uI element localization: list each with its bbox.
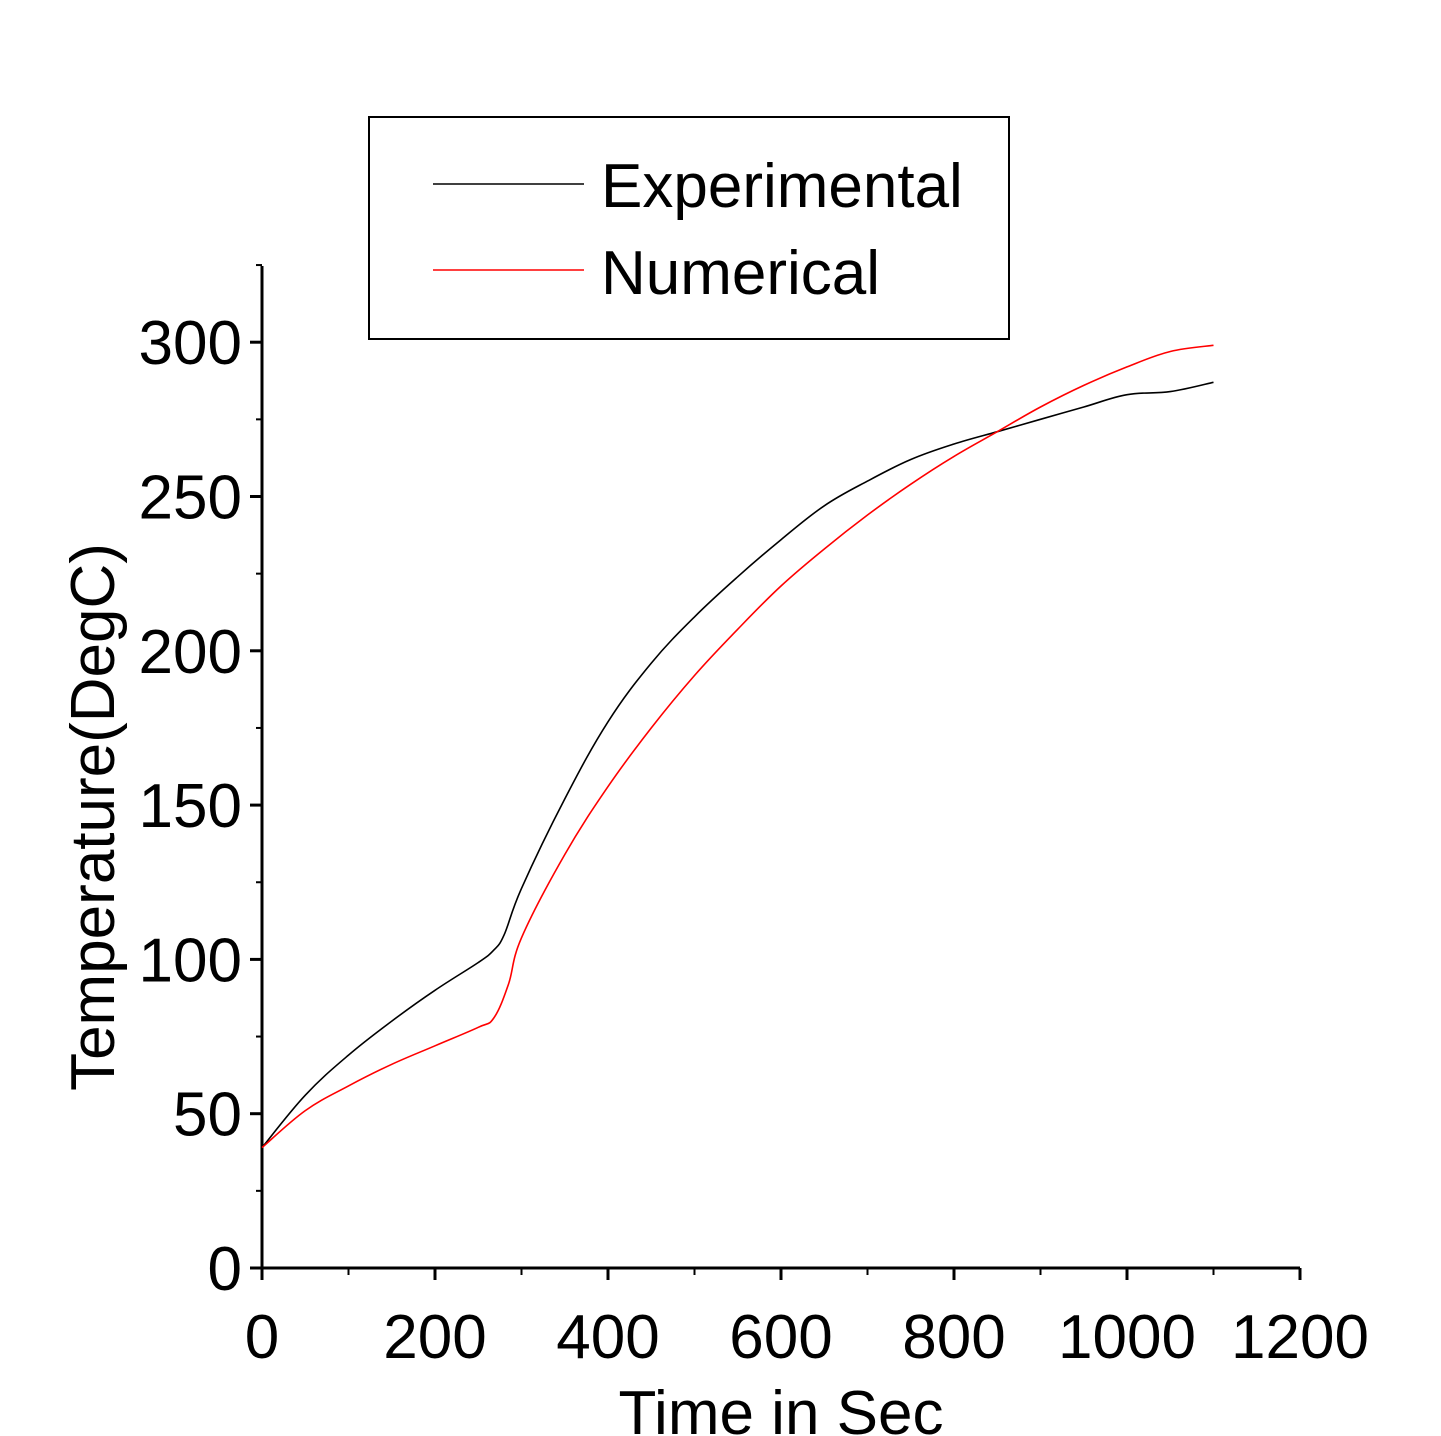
x-tick-label: 200 [383,1303,486,1372]
x-tick-label: 600 [729,1303,832,1372]
y-tick-label: 100 [139,926,242,995]
y-tick-label: 250 [139,464,242,533]
legend-label-experimental: Experimental [601,152,963,221]
x-tick-label: 800 [902,1303,1005,1372]
y-tick-label: 150 [139,772,242,841]
x-tick-label: 0 [245,1303,279,1372]
series-layer [261,344,1214,1149]
y-tick-label: 0 [208,1235,242,1304]
x-tick-label: 1000 [1058,1303,1196,1372]
legend-label-numerical: Numerical [601,239,880,308]
x-axis-title: Time in Sec [618,1379,943,1436]
y-tick-label: 300 [139,309,242,378]
legend-box [368,116,1010,340]
y-tick-label: 200 [139,618,242,687]
x-ticks: 0 200 400 600 800 1000 1200 [245,1268,1369,1372]
y-ticks: 0 50 100 150 200 250 300 [139,264,262,1304]
series-line-numerical [261,344,1214,1149]
legend: Experimental Numerical [368,116,1010,340]
x-tick-label: 1200 [1231,1303,1369,1372]
x-tick-label: 400 [556,1303,659,1372]
y-tick-label: 50 [173,1081,242,1150]
series-line-experimental [261,381,1214,1149]
y-axis-title: Temperature(DegC) [59,543,128,1091]
plot-area: 0 50 100 150 200 250 300 0 200 400 600 800 1000 1200 [139,264,1369,1372]
